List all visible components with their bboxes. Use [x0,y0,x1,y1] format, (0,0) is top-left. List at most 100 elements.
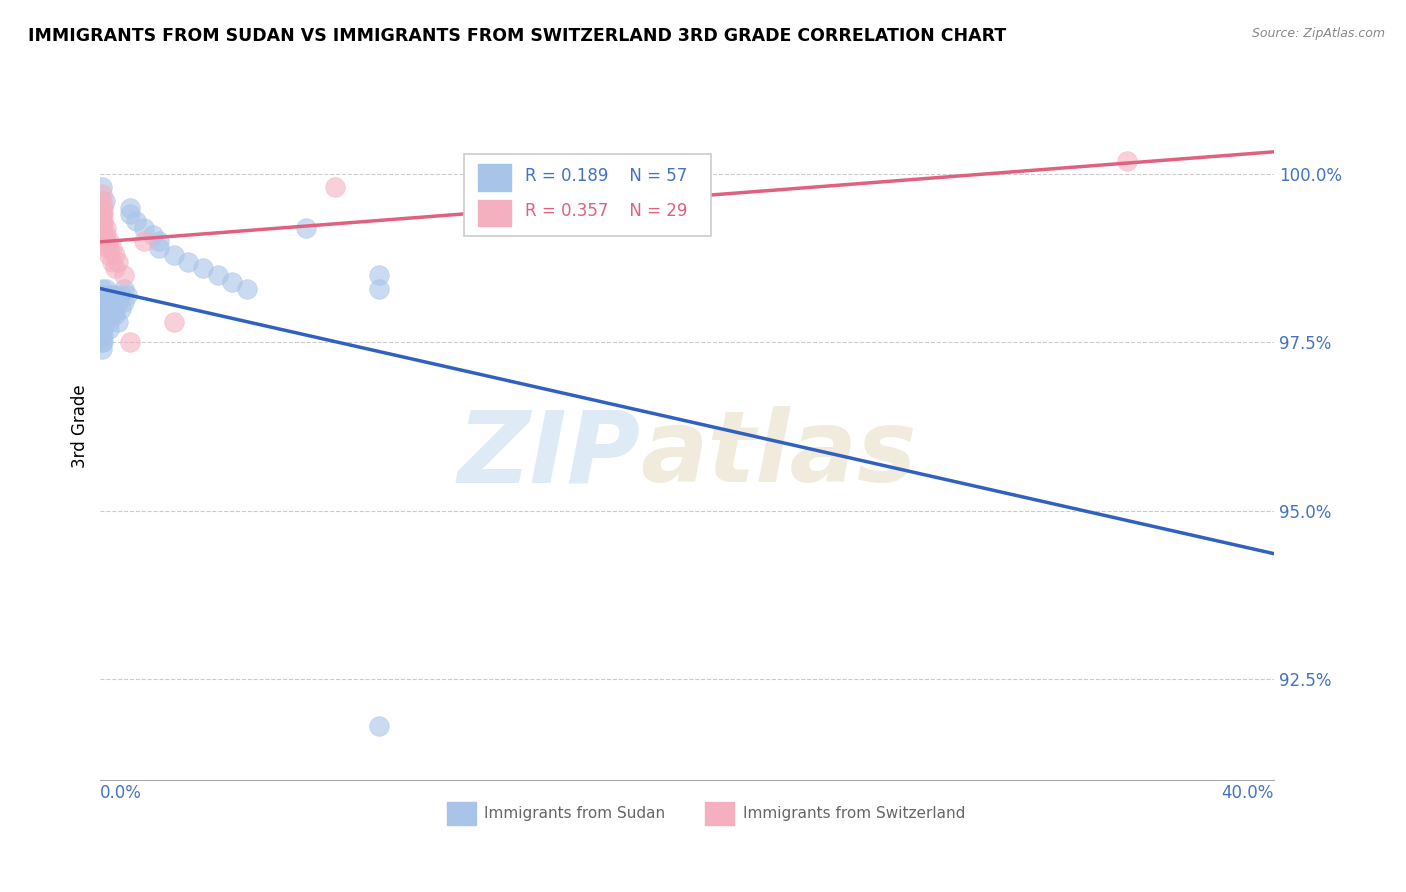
Point [91,322,114,336]
Y-axis label: 3rd Grade: 3rd Grade [72,384,89,468]
Point [90,322,112,336]
Point [104,261,127,276]
Text: IMMIGRANTS FROM SUDAN VS IMMIGRANTS FROM SWITZERLAND 3RD GRADE CORRELATION CHART: IMMIGRANTS FROM SUDAN VS IMMIGRANTS FROM… [28,27,1007,45]
Point [96,295,118,310]
Point [90,214,112,228]
Point [98,315,121,329]
Point [90,207,112,221]
Point [107,295,129,310]
Point [91,295,114,310]
Point [90,220,112,235]
Point [118,207,141,221]
Text: atlas: atlas [640,407,917,503]
Text: R = 0.357    N = 29: R = 0.357 N = 29 [526,202,688,220]
Point [96,241,118,255]
Point [1116,153,1139,168]
Point [221,275,243,289]
Point [294,220,316,235]
Point [91,301,114,316]
Point [115,288,138,302]
Point [90,281,112,295]
Point [96,227,118,242]
Text: Immigrants from Switzerland: Immigrants from Switzerland [744,806,966,821]
Point [90,335,112,350]
Point [148,241,170,255]
Point [98,295,121,310]
Point [98,235,121,249]
Point [91,328,114,343]
Point [104,309,127,323]
Point [91,315,114,329]
Point [191,261,214,276]
Point [134,235,156,249]
Point [90,295,112,310]
Point [112,281,135,295]
Point [323,180,346,194]
Point [142,227,165,242]
Text: R = 0.189    N = 57: R = 0.189 N = 57 [526,167,688,185]
Point [91,201,114,215]
FancyBboxPatch shape [478,200,512,227]
Text: ZIP: ZIP [457,407,640,503]
Point [134,220,156,235]
Point [90,201,112,215]
Point [94,194,117,208]
FancyBboxPatch shape [478,164,512,191]
Point [91,335,114,350]
FancyBboxPatch shape [704,802,734,825]
Point [101,309,124,323]
Point [236,281,259,295]
Point [118,201,141,215]
Text: Source: ZipAtlas.com: Source: ZipAtlas.com [1251,27,1385,40]
Point [96,220,118,235]
Point [96,281,118,295]
Point [98,241,121,255]
Point [90,187,112,202]
Point [101,288,124,302]
Point [96,288,118,302]
Point [148,235,170,249]
Point [90,342,112,356]
Point [112,295,135,310]
Point [107,254,129,268]
Point [368,268,391,282]
Point [368,719,391,733]
Point [112,268,135,282]
Text: Immigrants from Sudan: Immigrants from Sudan [484,806,665,821]
Point [177,254,200,268]
Point [98,248,121,262]
Point [90,194,112,208]
Point [104,301,127,316]
Point [96,301,118,316]
Point [98,322,121,336]
FancyBboxPatch shape [464,154,710,235]
Point [90,315,112,329]
Point [110,288,132,302]
Point [90,180,112,194]
Point [96,235,118,249]
Text: 40.0%: 40.0% [1222,783,1274,802]
Point [163,248,186,262]
Point [91,220,114,235]
Point [90,328,112,343]
Point [90,301,112,316]
Point [368,281,391,295]
Point [101,295,124,310]
Point [110,301,132,316]
Point [118,335,141,350]
Point [91,214,114,228]
Point [107,315,129,329]
Point [104,248,127,262]
Point [91,227,114,242]
FancyBboxPatch shape [447,802,475,825]
Point [124,214,146,228]
Point [90,288,112,302]
Point [101,254,124,268]
Point [101,241,124,255]
Point [207,268,229,282]
Point [98,301,121,316]
Point [163,315,186,329]
Text: 0.0%: 0.0% [100,783,142,802]
Point [90,309,112,323]
Point [104,288,127,302]
